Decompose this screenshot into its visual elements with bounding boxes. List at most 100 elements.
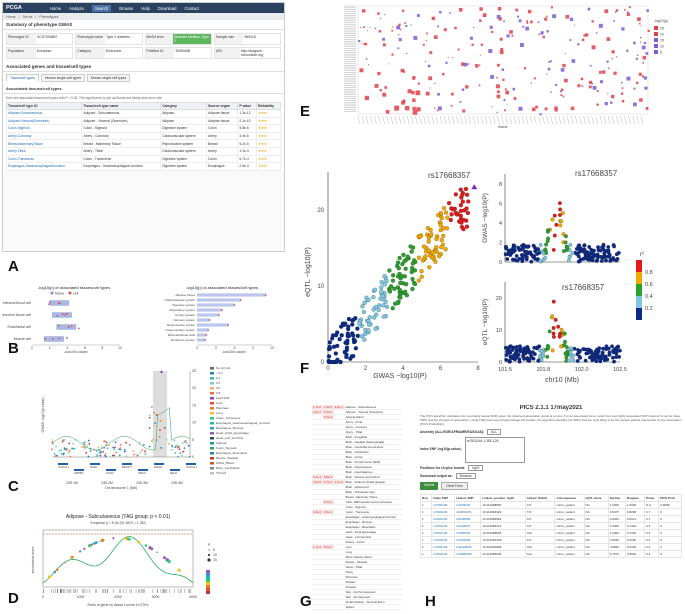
e-col-label — [378, 115, 381, 125]
f-rtop-ylabel: GWAS −log10(P) — [482, 193, 489, 243]
g-row: Brain - Frontal Cortex (BA9) — [312, 459, 402, 465]
e-cell — [363, 42, 367, 46]
index-snp-textarea[interactable]: rs7903146 1.35E-126 — [464, 437, 525, 463]
clear-button[interactable]: Clear Form — [441, 482, 468, 490]
e-col-label — [456, 115, 459, 125]
g-tissue: Brain - Spinal cord — [344, 484, 402, 490]
f-left-point — [464, 192, 470, 197]
f-left-point — [449, 212, 454, 217]
field-value: 30054458 — [175, 49, 191, 53]
f-left-point — [350, 318, 355, 323]
c-legend-label: Adrenal — [216, 441, 227, 445]
nav-browse[interactable]: Browse — [119, 5, 134, 11]
f-rtop-point — [568, 242, 573, 247]
field-3: Sample size 659316 — [213, 33, 281, 45]
g-pvalue — [333, 459, 345, 465]
panel-b-charts: -log10(p) of associated tissues/cell typ… — [2, 285, 274, 353]
brand-logo[interactable]: PCGA — [6, 5, 22, 11]
e-cell — [450, 104, 453, 107]
c-legend-label: 0.2 — [216, 376, 221, 380]
tab-tissue[interactable]: Tissue/cell types — [6, 74, 39, 82]
f-rtop-point — [514, 254, 519, 258]
f-left-point — [398, 280, 403, 286]
crumb-terms[interactable]: Terms — [22, 14, 33, 19]
crumb-home[interactable]: Home — [6, 14, 16, 19]
d-gene-point — [53, 570, 57, 574]
table-cell: Adipose - Subcutaneous — [81, 109, 162, 118]
panel-c-locuszoom: 0 5 10 15 20 25 GWAS -log10(p-value) 235.1M 235.… — [41, 366, 270, 490]
table-cell[interactable]: Adipose-Visceral(Omentum) — [5, 116, 83, 126]
nav-help[interactable]: Help — [141, 5, 150, 11]
pics-cell: 0 — [658, 550, 682, 558]
g-tissue: Cells - EBV-transformed lymphocytes — [344, 499, 402, 505]
g-tissue: Artery - Aorta — [344, 419, 402, 425]
e-cell — [473, 26, 475, 29]
d-gene-point — [64, 562, 66, 564]
f-rbot-lead-label: rs17668357 — [562, 283, 605, 292]
f-rtop-lead-label: rs17668357 — [575, 169, 618, 178]
f-rtop-point — [541, 251, 546, 256]
pics-cell: 0 — [658, 543, 682, 551]
nav-search[interactable]: Search — [91, 4, 112, 12]
pics-cell: 0 — [658, 522, 682, 530]
g-row: Brain - Spinal cord — [312, 484, 402, 490]
table-cell[interactable]: Artery-Tibial — [5, 146, 83, 156]
e-cell — [641, 45, 646, 50]
e-cell — [412, 76, 416, 80]
c-snp-point — [168, 443, 170, 445]
e-cell — [626, 12, 630, 16]
tab-mouse-sc[interactable]: Mouse single-cell types — [86, 74, 131, 82]
b-left-point — [61, 313, 64, 316]
e-cell — [519, 43, 524, 47]
f-rbot-point — [530, 350, 535, 355]
g-pvalue — [333, 609, 345, 610]
f-left-ytick: 10 — [317, 284, 324, 290]
g-pvalue — [312, 459, 323, 465]
positions-select[interactable]: hg19 — [467, 465, 484, 471]
g-pvalue — [322, 434, 334, 440]
table-cell[interactable]: Adipose-Subcutaneous — [5, 109, 83, 118]
e-cell — [503, 99, 506, 102]
g-tissue: Brain - Substantia nigra — [344, 489, 402, 495]
f-rtop-point — [604, 258, 608, 263]
e-cell — [458, 7, 463, 12]
nav-analyze[interactable]: Analyze — [69, 5, 84, 11]
g-row: Brain - Cerebellum — [312, 449, 402, 455]
g-pvalue — [322, 574, 334, 580]
f-rbot-point — [510, 348, 515, 352]
table-cell[interactable]: Colon-Sigmoid — [5, 124, 83, 133]
f-left-point — [337, 336, 342, 342]
output-select[interactable]: Browser — [455, 473, 476, 479]
submit-button[interactable]: Submit — [420, 482, 439, 490]
f-left-point — [444, 226, 450, 231]
c-legend-swatch — [210, 452, 214, 455]
g-pvalue — [312, 439, 323, 445]
pics-cell: 0.7 — [644, 515, 660, 523]
e-cell — [498, 17, 502, 21]
nav-home[interactable]: Home — [49, 5, 62, 11]
nav-download[interactable]: Download — [157, 5, 177, 11]
e-cell — [522, 25, 525, 28]
e-col-label — [546, 115, 549, 125]
f-rtop-point — [543, 247, 548, 252]
table-cell[interactable]: Artery-Coronary — [5, 131, 83, 141]
c-snp-point — [133, 453, 136, 456]
table-cell[interactable]: Breast-MammaryTissue — [5, 139, 83, 148]
nav-contact[interactable]: Contact — [184, 5, 199, 11]
f-rtop-point — [529, 259, 534, 264]
table-cell[interactable]: Colon-Transverse — [5, 154, 83, 164]
e-cell — [463, 62, 468, 67]
ancestry-input[interactable]: ALL — [487, 429, 501, 435]
d-colorbar — [206, 576, 210, 579]
c-snp-point — [85, 451, 88, 454]
f-rtop-point — [558, 213, 562, 217]
e-cell — [535, 105, 538, 109]
c-snp-point — [128, 443, 131, 446]
e-cell — [416, 14, 420, 17]
tab-human-sc[interactable]: Human single-cell types — [40, 74, 85, 82]
f-rtop-point — [614, 252, 619, 257]
g-tissue: Prostate — [344, 584, 402, 590]
f-rbot-point — [512, 353, 517, 358]
g-row: Brain - Substantia nigra — [312, 489, 402, 495]
table-cell[interactable]: Esophagus-GastroesophagealJunction — [5, 162, 83, 171]
